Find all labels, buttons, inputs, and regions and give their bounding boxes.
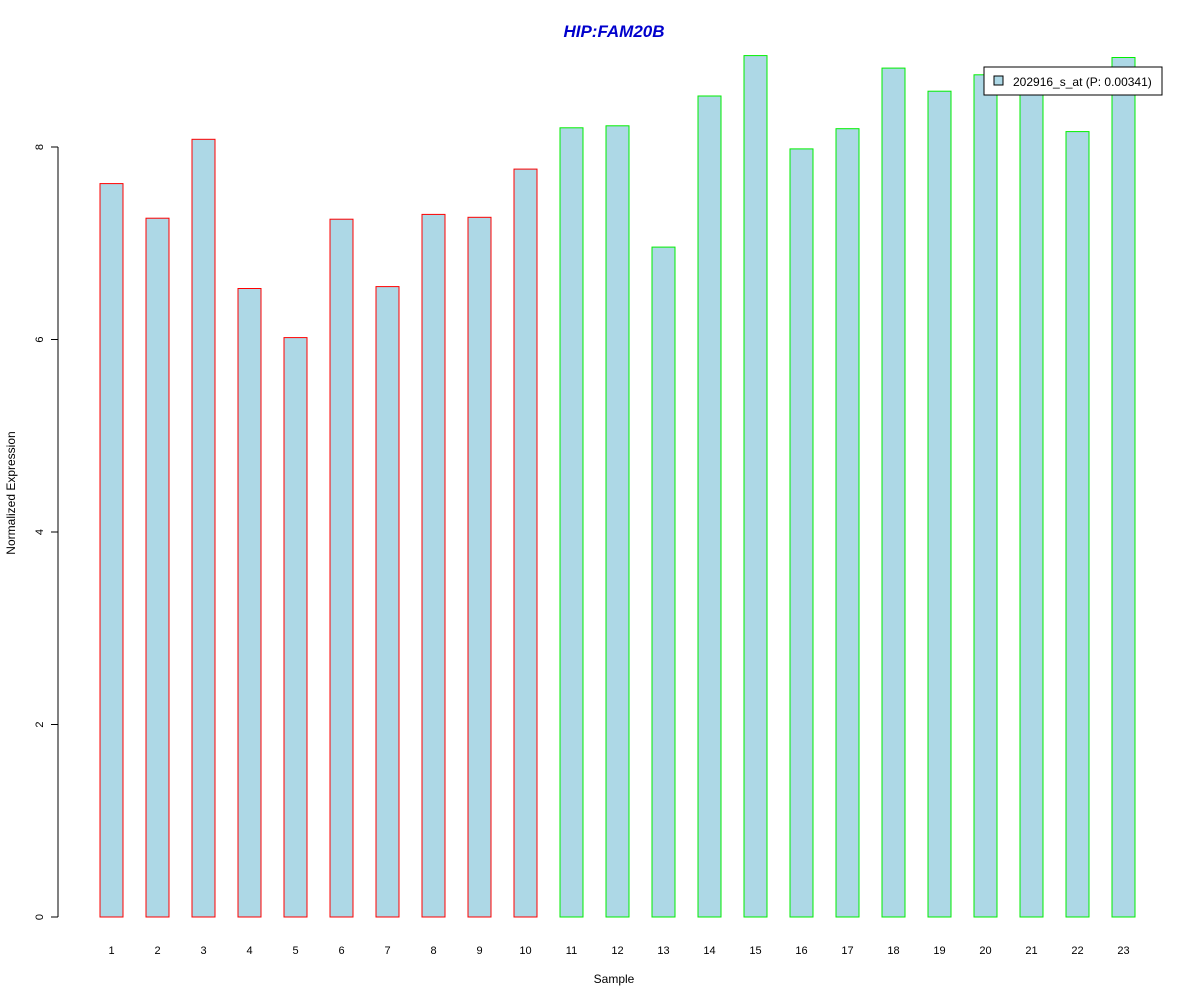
x-tick-label: 14 [703,945,715,957]
legend-swatch [993,75,1004,86]
bar-sample-10 [513,168,538,918]
x-tick-label: 4 [246,945,252,957]
x-axis-label: Sample [594,972,635,986]
x-tick-label: 8 [430,945,436,957]
x-tick-label: 7 [384,945,390,957]
x-tick-label: 15 [749,945,761,957]
bar-sample-4 [237,288,262,918]
x-tick-label: 20 [979,945,991,957]
bar-sample-17 [835,128,860,918]
x-tick-label: 11 [566,945,577,957]
bar-sample-2 [145,217,170,918]
bar-sample-16 [789,148,814,918]
bar-sample-3 [191,138,216,918]
bar-sample-21 [1019,79,1044,918]
x-tick-label: 12 [611,945,623,957]
x-tick-label: 16 [795,945,807,957]
x-tick-label: 1 [108,945,114,957]
bar-sample-22 [1065,131,1090,918]
y-axis-label: Normalized Expression [4,431,18,554]
legend-label: 202916_s_at (P: 0.00341) [1013,75,1152,89]
legend: 202916_s_at (P: 0.00341) [983,66,1163,96]
x-axis-tick-labels: 1 2 3 4 5 6 7 8 9 10 11 12 13 14 15 16 17 18 19 20 21 22 23 [108,945,1129,957]
bar-sample-7 [375,286,400,918]
bar-sample-20 [973,74,998,918]
y-tick-label: 4 [34,529,46,535]
bar-sample-15 [743,55,768,918]
y-tick-label: 0 [34,914,46,920]
x-tick-label: 10 [519,945,531,957]
x-tick-label: 2 [154,945,160,957]
chart-title: HIP:FAM20B [563,22,664,41]
y-tick-label: 2 [34,721,46,727]
y-tick-label: 8 [34,144,46,150]
bars-group [99,55,1136,918]
bar-sample-1 [99,183,124,918]
bar-sample-5 [283,337,308,918]
x-tick-label: 3 [200,945,206,957]
x-tick-label: 21 [1025,945,1037,957]
bar-sample-9 [467,216,492,918]
bar-sample-8 [421,213,446,918]
x-tick-label: 18 [887,945,899,957]
bar-sample-11 [559,127,584,918]
x-tick-label: 5 [292,945,298,957]
bar-sample-14 [697,95,722,918]
x-tick-label: 6 [338,945,344,957]
bar-sample-13 [651,246,676,918]
x-tick-label: 22 [1071,945,1083,957]
y-tick-label: 6 [34,336,46,342]
bar-sample-12 [605,125,630,918]
legend-box [983,66,1163,96]
y-axis-ticks: 0 2 4 6 8 [34,144,58,920]
x-tick-label: 23 [1117,945,1129,957]
x-tick-label: 9 [476,945,482,957]
x-tick-label: 13 [657,945,669,957]
bar-sample-19 [927,90,952,918]
bar-sample-18 [881,67,906,918]
x-tick-label: 17 [841,945,853,957]
x-tick-label: 19 [933,945,945,957]
bar-sample-6 [329,218,354,918]
bar-sample-23 [1111,57,1136,918]
